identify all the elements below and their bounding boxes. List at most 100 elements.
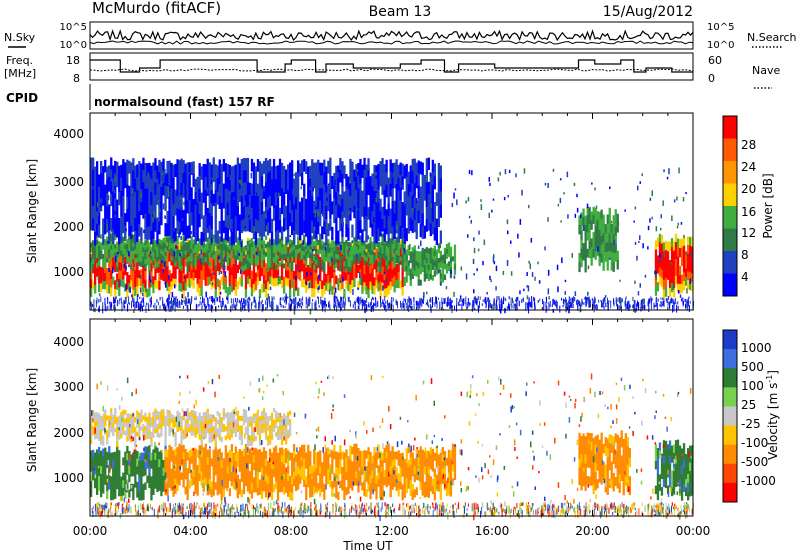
heatmap-cell	[168, 252, 171, 262]
heatmap-cell	[244, 170, 248, 183]
heatmap-speck	[324, 231, 326, 235]
heatmap-cell	[413, 170, 416, 184]
heatmap-cell	[120, 216, 123, 230]
heatmap-cell	[214, 460, 217, 469]
ground-scatter	[138, 301, 140, 310]
heatmap-cell	[136, 190, 139, 204]
heatmap-cell	[148, 262, 151, 268]
heatmap-cell	[256, 277, 260, 285]
power-panel: Slant Range [km] 4000 3000 2000 1000	[25, 112, 694, 315]
ground-scatter	[215, 297, 217, 302]
heatmap-speck	[609, 186, 611, 189]
power-cbar-tick-12: 12	[741, 226, 756, 240]
ground-scatter	[356, 297, 358, 303]
heatmap-cell	[417, 256, 420, 263]
heatmap-cell	[136, 228, 139, 242]
heatmap-cell	[337, 191, 340, 205]
heatmap-cell	[687, 280, 690, 290]
heatmap-cell	[146, 260, 149, 266]
heatmap-cell	[132, 238, 135, 243]
heatmap-cell	[291, 197, 294, 211]
heatmap-cell	[204, 189, 207, 203]
heatmap-cell	[325, 218, 328, 233]
heatmap-cell	[166, 449, 169, 458]
heatmap-cell	[198, 175, 201, 189]
heatmap-cell	[337, 254, 340, 260]
heatmap-cell	[413, 265, 416, 271]
heatmap-cell	[138, 256, 141, 262]
heatmap-cell	[373, 204, 376, 218]
heatmap-cell	[120, 484, 123, 493]
heatmap-cell	[134, 191, 137, 205]
heatmap-cell	[270, 231, 274, 246]
ground-scatter	[364, 300, 366, 307]
heatmap-cell	[433, 201, 436, 215]
heatmap-cell	[359, 208, 362, 221]
heatmap-speck	[318, 274, 320, 280]
nsky-frame	[89, 21, 694, 50]
heatmap-cell	[377, 251, 380, 258]
heatmap-cell	[604, 233, 607, 244]
heatmap-cell	[208, 187, 211, 201]
heatmap-cell	[188, 162, 191, 176]
heatmap-cell	[174, 263, 177, 272]
ground-scatter	[452, 305, 453, 308]
heatmap-cell	[164, 198, 167, 211]
heatmap-cell	[182, 253, 185, 258]
heatmap-cell	[122, 159, 125, 172]
ground-scatter	[403, 305, 405, 310]
heatmap-cell	[600, 227, 603, 237]
heatmap-speck	[493, 254, 495, 258]
heatmap-cell	[110, 253, 113, 258]
heatmap-cell	[154, 263, 157, 269]
heatmap-cell	[130, 255, 133, 261]
heatmap-speck	[370, 306, 373, 312]
ground-scatter	[230, 298, 232, 304]
heatmap-cell	[264, 263, 268, 273]
heatmap-speck	[108, 176, 111, 181]
heatmap-cell	[214, 271, 217, 281]
power-cbar-tick-8: 8	[741, 248, 749, 262]
heatmap-cell	[110, 460, 113, 469]
ground-scatter	[465, 296, 467, 304]
heatmap-cell	[168, 473, 171, 481]
heatmap-cell	[453, 249, 457, 255]
heatmap-cell	[224, 445, 227, 453]
heatmap-cell	[196, 202, 199, 216]
ground-scatter	[579, 305, 581, 313]
heatmap-cell	[274, 467, 278, 475]
heatmap-cell	[188, 260, 191, 266]
heatmap-speck	[420, 240, 422, 247]
heatmap-cell	[188, 271, 191, 280]
heatmap-cell	[443, 274, 447, 280]
heatmap-cell	[293, 191, 296, 205]
heatmap-cell	[280, 201, 284, 215]
heatmap-cell	[256, 246, 260, 255]
ground-scatter	[565, 302, 567, 309]
ground-scatter	[525, 302, 527, 306]
heatmap-cell	[224, 459, 227, 467]
heatmap-cell	[365, 164, 368, 178]
heatmap-cell	[146, 188, 149, 202]
heatmap-cell	[403, 217, 406, 231]
ground-scatter	[299, 304, 301, 307]
heatmap-cell	[401, 270, 404, 279]
ground-scatter	[556, 301, 558, 306]
heatmap-speck	[151, 235, 153, 239]
heatmap-cell	[654, 240, 658, 250]
heatmap-cell	[586, 223, 589, 233]
ground-scatter	[284, 305, 286, 308]
ground-scatter	[312, 298, 314, 302]
ground-scatter	[489, 299, 491, 303]
heatmap-cell	[250, 255, 254, 261]
ground-scatter	[277, 305, 279, 312]
ground-scatter	[367, 304, 369, 307]
ground-scatter	[506, 305, 508, 310]
heatmap-cell	[96, 464, 99, 473]
heatmap-cell	[393, 258, 396, 263]
heatmap-cell	[170, 475, 173, 484]
heatmap-speck	[128, 251, 130, 256]
heatmap-cell	[92, 240, 95, 246]
ground-scatter	[326, 304, 327, 308]
heatmap-cell	[108, 230, 111, 244]
